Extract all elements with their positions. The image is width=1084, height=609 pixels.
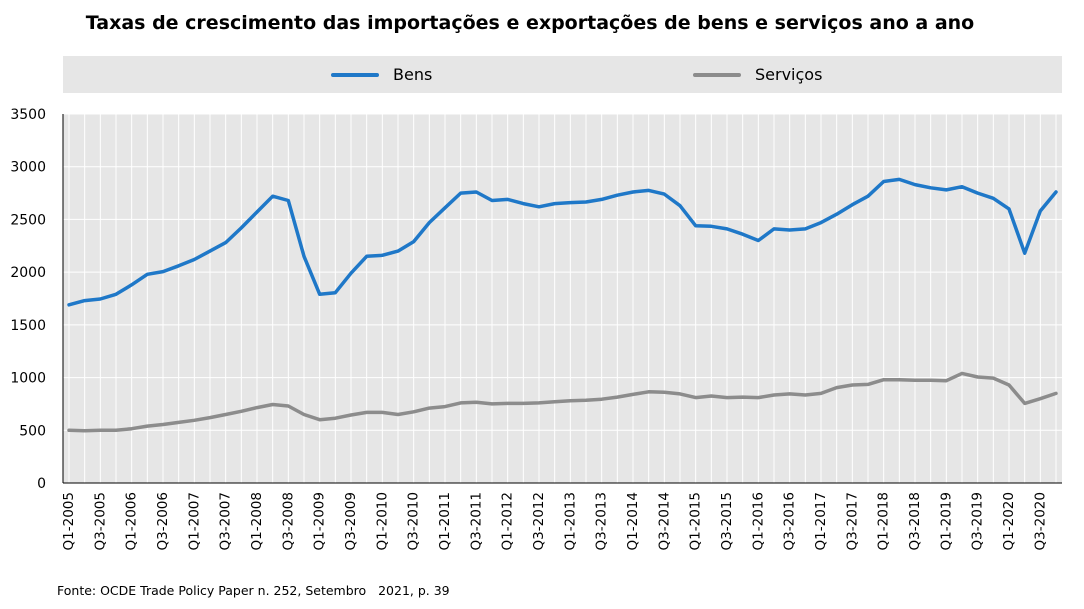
x-tick-label: Q1-2020 [1001, 492, 1017, 550]
legend-item-bens: Bens [331, 56, 432, 93]
x-tick-label: Q3-2011 [468, 492, 484, 550]
x-tick-label: Q3-2013 [594, 492, 610, 550]
x-tick-label: Q1-2009 [312, 492, 328, 550]
x-tick-label: Q3-2005 [92, 492, 108, 550]
x-tick-label: Q1-2019 [938, 492, 954, 550]
x-tick-label: Q3-2008 [280, 492, 296, 550]
legend-swatch-servicos [693, 72, 741, 77]
y-tick-label: 3500 [10, 107, 46, 123]
x-tick-label: Q3-2006 [155, 492, 171, 550]
x-tick-label: Q3-2009 [343, 492, 359, 550]
y-tick-label: 500 [19, 423, 46, 439]
x-tick-label: Q3-2015 [719, 492, 735, 550]
x-tick-label: Q3-2007 [218, 492, 234, 550]
y-tick-label: 2500 [10, 212, 46, 228]
x-tick-label: Q1-2017 [813, 492, 829, 550]
plot-area [63, 114, 1062, 483]
x-tick-label: Q1-2012 [500, 492, 516, 550]
y-tick-label: 3000 [10, 160, 46, 176]
x-tick-label: Q1-2018 [876, 492, 892, 550]
x-tick-label: Q3-2012 [531, 492, 547, 550]
legend: Bens Serviços [63, 56, 1062, 93]
y-tick-label: 1000 [10, 371, 46, 387]
x-tick-label: Q3-2016 [782, 492, 798, 550]
x-tick-label: Q1-2013 [562, 492, 578, 550]
y-tick-label: 0 [37, 476, 46, 492]
source-note: Fonte: OCDE Trade Policy Paper n. 252, S… [57, 583, 450, 598]
x-tick-label: Q3-2017 [844, 492, 860, 550]
x-tick-label: Q1-2007 [186, 492, 202, 550]
x-tick-label: Q1-2011 [437, 492, 453, 550]
x-tick-label: Q1-2008 [249, 492, 265, 550]
x-tick-label: Q1-2005 [61, 492, 77, 550]
x-tick-label: Q3-2020 [1032, 492, 1048, 550]
y-tick-label: 1500 [10, 318, 46, 334]
legend-label-servicos: Serviços [755, 65, 823, 84]
x-tick-label: Q1-2015 [688, 492, 704, 550]
chart-title: Taxas de crescimento das importações e e… [85, 12, 975, 34]
x-tick-label: Q3-2019 [970, 492, 986, 550]
x-tick-label: Q1-2016 [750, 492, 766, 550]
legend-item-servicos: Serviços [693, 56, 822, 93]
x-tick-label: Q3-2018 [907, 492, 923, 550]
x-tick-label: Q3-2010 [406, 492, 422, 550]
series-line-bens [67, 177, 1058, 307]
legend-label-bens: Bens [393, 65, 433, 84]
legend-swatch-bens [331, 72, 379, 77]
x-tick-label: Q3-2014 [656, 492, 672, 550]
x-tick-label: Q1-2010 [374, 492, 390, 550]
series-line-servicos [67, 371, 1058, 433]
y-tick-label: 2000 [10, 265, 46, 281]
x-tick-label: Q1-2014 [625, 492, 641, 550]
x-tick-label: Q1-2006 [124, 492, 140, 550]
